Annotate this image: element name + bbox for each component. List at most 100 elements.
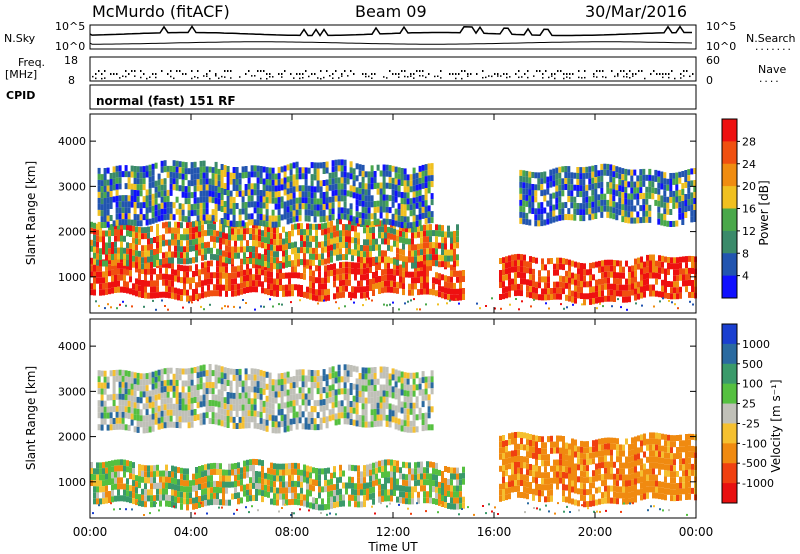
power-cell [340, 165, 344, 172]
power-speckle [455, 298, 457, 301]
power-cell [103, 186, 107, 192]
power-cell [585, 190, 589, 197]
power-cell [418, 171, 422, 178]
power-speckle [191, 301, 193, 304]
power-cell [385, 200, 389, 207]
power-cell [141, 292, 144, 298]
velocity-cell [462, 478, 465, 485]
power-cell [298, 209, 302, 216]
power-cell [499, 282, 502, 288]
velocity-cell [562, 484, 565, 490]
nave-point [266, 77, 268, 80]
velocity-cell [535, 489, 538, 496]
velocity-cell [405, 486, 408, 493]
velocity-cell [511, 438, 514, 445]
velocity-cell [285, 469, 288, 476]
power-cell [613, 260, 616, 266]
velocity-cell [447, 502, 450, 509]
freq-point [599, 70, 601, 72]
velocity-cell [154, 400, 158, 407]
power-cell [249, 286, 252, 293]
velocity-cell [145, 385, 149, 392]
velocity-cell [312, 497, 315, 504]
power-cell [592, 262, 595, 269]
power-cell [237, 228, 240, 235]
power-cell [259, 202, 263, 208]
power-cell [207, 217, 210, 224]
power-cell [634, 294, 637, 301]
power-cell [177, 276, 180, 283]
power-cell [361, 218, 365, 225]
power-cell [111, 254, 114, 260]
power-cell [90, 239, 93, 246]
power-cell [370, 183, 374, 190]
power-cell [277, 191, 281, 198]
power-cell [441, 237, 444, 244]
power-cell [352, 192, 356, 199]
velocity-cell [102, 474, 105, 481]
velocity-cell [159, 470, 162, 477]
power-cell [528, 201, 532, 208]
power-cell [334, 171, 338, 178]
power-cell [222, 226, 225, 233]
velocity-cell [145, 415, 149, 422]
power-cell [426, 288, 429, 295]
power-cell [670, 293, 673, 300]
power-cell [136, 196, 140, 203]
power-cell [223, 201, 227, 207]
power-cell [258, 235, 261, 242]
date-title: 30/Mar/2016 [585, 2, 687, 21]
velocity-cell [282, 481, 285, 488]
power-cell [216, 260, 219, 267]
power-cell [361, 170, 365, 177]
velocity-cell [559, 471, 562, 478]
power-cell [549, 181, 553, 188]
power-cell [420, 225, 423, 232]
power-speckle [581, 303, 583, 306]
velocity-cell [538, 490, 541, 496]
velocity-cell [553, 477, 556, 484]
power-cell [304, 167, 308, 174]
power-cell [660, 177, 664, 184]
power-cell [238, 208, 242, 215]
power-cell [681, 219, 685, 225]
power-cell [165, 239, 168, 246]
velocity-cell [565, 460, 568, 467]
velocity-cell [204, 476, 207, 483]
power-cell [324, 246, 327, 253]
velocity-cell [276, 469, 279, 476]
power-cell [426, 230, 429, 237]
velocity-cell [147, 465, 150, 472]
power-cell [687, 205, 691, 212]
power-cell [397, 215, 401, 222]
power-cell [319, 204, 323, 211]
power-cell [357, 250, 360, 257]
velocity-cell [604, 479, 607, 486]
velocity-cell [402, 473, 405, 480]
velocity-cell [309, 502, 312, 509]
power-cell [588, 172, 592, 179]
power-cell [238, 220, 242, 227]
power-cell [175, 196, 179, 203]
power-cell [240, 270, 243, 277]
velocity-cell [508, 433, 511, 440]
velocity-cell [459, 503, 462, 510]
power-cell [342, 273, 345, 280]
velocity-cell [330, 478, 333, 485]
power-cell [160, 214, 164, 221]
power-cell [576, 185, 580, 191]
power-cell [354, 243, 357, 250]
power-cell [162, 222, 165, 229]
freq-point [680, 73, 682, 75]
power-cell [453, 231, 456, 237]
velocity-cell [117, 489, 120, 496]
power-cell [678, 207, 682, 214]
power-cell [679, 256, 682, 263]
power-cell [391, 165, 395, 172]
power-cell [160, 184, 164, 191]
power-cell [418, 189, 422, 196]
power-cell [210, 253, 213, 260]
power-cell [426, 236, 429, 243]
power-cell [453, 282, 456, 289]
velocity-cell [667, 470, 670, 477]
